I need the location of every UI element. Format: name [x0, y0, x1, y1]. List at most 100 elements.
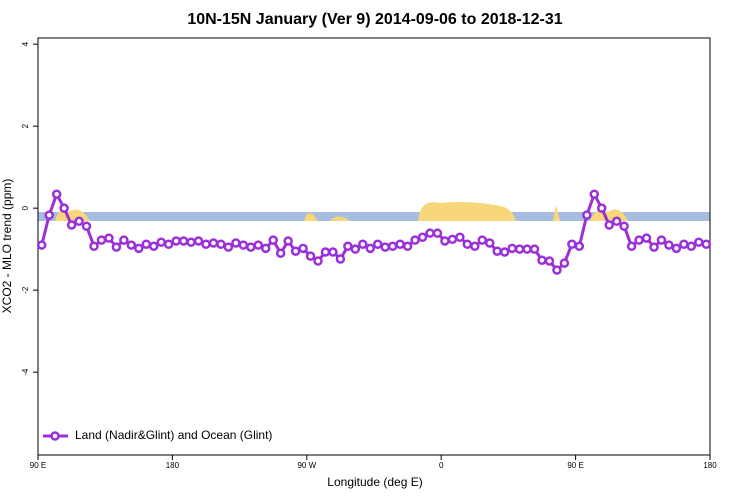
data-point: [552, 265, 562, 275]
data-point: [649, 242, 659, 252]
data-point: [641, 233, 652, 243]
data-point: [36, 240, 47, 250]
data-point: [253, 240, 264, 250]
data-point: [365, 243, 376, 254]
data-point: [156, 237, 166, 247]
land: [55, 209, 90, 221]
data-point: [574, 241, 585, 252]
data-point: [298, 243, 308, 254]
y-tick-label: -4: [21, 368, 30, 376]
data-point: [171, 236, 181, 246]
data-point: [119, 235, 129, 245]
data-point: [440, 236, 450, 246]
x-tick-label: 0: [439, 461, 444, 470]
x-tick-label: 180: [703, 461, 717, 470]
data-point: [567, 239, 577, 249]
data-point: [343, 241, 353, 252]
y-axis-label: XCO2 - MLO trend (ppm): [0, 179, 14, 314]
data-point: [410, 235, 420, 245]
data-point: [208, 238, 219, 248]
y-tick-label: -2: [21, 286, 30, 294]
data-point: [507, 243, 517, 254]
land: [304, 213, 318, 221]
data-point: [656, 235, 667, 245]
legend-marker: [50, 431, 60, 441]
data-point: [268, 235, 278, 245]
land: [553, 205, 560, 221]
data-point: [148, 241, 159, 252]
data-point: [634, 235, 644, 245]
y-tick-label: 4: [21, 41, 30, 46]
data-point: [275, 248, 286, 259]
data-point: [163, 239, 174, 249]
y-tick-label: 2: [21, 123, 30, 128]
data-point: [74, 216, 84, 227]
data-point: [51, 189, 62, 199]
chart-title: 10N-15N January (Ver 9) 2014-09-06 to 20…: [187, 11, 562, 28]
data-point: [664, 240, 674, 250]
series-line: [40, 190, 707, 273]
data-point: [305, 251, 316, 261]
land: [418, 202, 516, 221]
legend-label: Land (Nadir&Glint) and Ocean (Glint): [75, 428, 272, 442]
data-point: [313, 256, 323, 266]
data-point: [395, 239, 405, 249]
data-point: [89, 241, 99, 252]
data-point: [559, 258, 570, 268]
x-tick-label: 90 E: [567, 461, 583, 470]
x-axis-label: Longitude (deg E): [327, 475, 422, 489]
data-point: [462, 239, 473, 249]
data-point: [544, 256, 555, 266]
data-point: [44, 210, 54, 220]
data-point: [178, 236, 189, 246]
data-point: [402, 241, 413, 252]
data-point: [283, 236, 293, 246]
land: [590, 209, 628, 221]
data-point: [701, 239, 712, 249]
data-point: [679, 239, 689, 249]
data-point: [387, 241, 398, 252]
data-point: [380, 242, 390, 252]
data-point: [216, 239, 226, 249]
data-point: [619, 221, 629, 231]
data-point: [335, 254, 346, 264]
data-point: [372, 239, 383, 249]
data-point: [193, 236, 204, 246]
x-tick-label: 90 E: [30, 461, 46, 470]
data-point: [425, 228, 435, 238]
data-point: [246, 242, 256, 252]
data-point: [59, 203, 69, 213]
data-point: [328, 247, 338, 257]
data-point: [499, 247, 510, 257]
data-point: [96, 235, 107, 245]
data-point: [671, 243, 682, 254]
data-point: [492, 246, 502, 256]
data-point: [477, 235, 488, 245]
data-point: [432, 228, 443, 238]
data-point: [484, 238, 495, 248]
data-point: [111, 242, 122, 252]
land-ocean-strip: [38, 202, 710, 221]
data-point: [455, 232, 465, 243]
data-point: [260, 243, 271, 254]
data-point: [686, 241, 697, 252]
x-tick-label: 180: [166, 461, 180, 470]
data-point: [238, 240, 249, 250]
data-point: [290, 246, 301, 256]
data-point: [447, 234, 458, 245]
ocean-band: [38, 212, 710, 221]
data-point: [417, 232, 428, 243]
land: [330, 216, 350, 221]
data-point: [358, 239, 368, 249]
data-point: [529, 244, 540, 254]
data-point: [611, 216, 622, 227]
data-point: [186, 237, 196, 247]
data-point: [350, 244, 361, 254]
data-point: [320, 247, 331, 257]
y-tick-label: 0: [21, 205, 30, 210]
data-point: [694, 237, 704, 247]
data-point: [66, 220, 77, 230]
data-point: [223, 242, 234, 252]
data-point: [537, 255, 547, 265]
